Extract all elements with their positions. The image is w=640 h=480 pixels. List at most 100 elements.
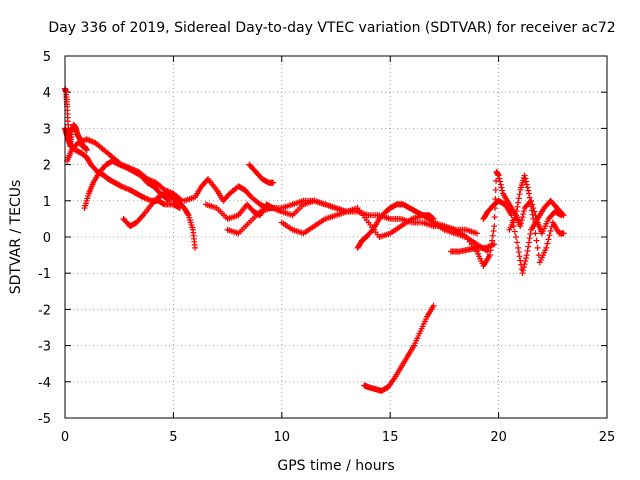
data-point [530, 215, 537, 222]
data-point [518, 220, 525, 227]
y-tick-label: 5 [43, 50, 51, 65]
data-point [499, 187, 506, 194]
data-point [518, 217, 525, 224]
data-point [487, 247, 494, 254]
y-tick-label: -2 [38, 303, 51, 318]
data-point [497, 178, 504, 185]
data-point [511, 228, 518, 235]
data-point [497, 181, 504, 188]
data-point [524, 247, 531, 254]
data-point [534, 244, 541, 251]
y-tick-label: 0 [43, 231, 51, 246]
y-tick-label: 1 [43, 195, 51, 210]
chart-title: Day 336 of 2019, Sidereal Day-to-day VTE… [48, 20, 615, 36]
data-point [527, 199, 534, 206]
data-point [430, 302, 437, 309]
data-point [368, 227, 375, 234]
plot-frame [64, 55, 608, 419]
data-point [524, 184, 531, 191]
data-point [512, 234, 519, 240]
data-point [184, 211, 191, 218]
data-point [515, 199, 522, 206]
data-point [519, 270, 526, 277]
data-point [525, 239, 532, 246]
data-point [486, 252, 493, 259]
data-point [527, 230, 534, 237]
data-point [522, 258, 529, 265]
data-point [83, 147, 90, 154]
data-point [489, 232, 496, 239]
data-point [520, 264, 527, 271]
data-point [515, 249, 522, 256]
data-point [523, 252, 530, 259]
data-point [498, 184, 505, 191]
data-point [525, 243, 532, 250]
data-point [520, 267, 527, 274]
data-point [521, 261, 528, 268]
data-point [544, 240, 551, 247]
data-point [532, 230, 539, 237]
grid-lines [65, 56, 607, 418]
x-tick-label: 15 [382, 430, 399, 445]
data-point [528, 203, 535, 210]
x-tick-label: 25 [599, 430, 616, 445]
data-point [546, 232, 553, 239]
data-point [523, 181, 530, 188]
x-tick-label: 5 [169, 430, 177, 445]
data-point [516, 191, 523, 198]
data-point [526, 235, 533, 242]
data-point [523, 255, 530, 262]
x-tick-label: 20 [490, 430, 507, 445]
data-point [560, 230, 567, 237]
y-tick-label: 4 [43, 86, 51, 101]
y-tick-label: 2 [43, 159, 51, 174]
data-point [520, 208, 527, 215]
data-point [490, 227, 497, 234]
x-tick-label: 10 [274, 430, 291, 445]
data-point [531, 223, 538, 230]
y-tick-label: -3 [38, 340, 51, 355]
data-point [525, 190, 532, 197]
data-point [533, 237, 540, 244]
data-point [517, 257, 524, 264]
data-point [495, 172, 502, 179]
data-point [529, 211, 536, 218]
data-point [175, 204, 182, 211]
data-point [528, 207, 535, 214]
data-point [525, 187, 532, 194]
y-tick-label: -4 [38, 376, 51, 391]
data-point [520, 211, 527, 218]
data-point [429, 215, 436, 222]
data-point [138, 213, 145, 220]
data-point [491, 214, 498, 221]
data-point [513, 208, 520, 215]
y-axis-title: SDTVAR / TECUs [8, 180, 24, 295]
data-points [62, 85, 567, 394]
data-point [543, 244, 550, 251]
data-point [192, 244, 199, 251]
data-point [514, 203, 521, 210]
data-point [516, 253, 523, 260]
data-point [545, 236, 552, 243]
data-point [515, 195, 522, 202]
data-point [559, 211, 566, 218]
data-point [491, 223, 498, 230]
data-point [493, 177, 500, 184]
data-point [512, 212, 519, 219]
y-tick-label: 3 [43, 122, 51, 137]
data-point [519, 214, 526, 221]
x-axis-title: GPS time / hours [277, 458, 394, 474]
data-point [489, 237, 496, 244]
data-point [521, 172, 528, 179]
data-point [517, 223, 524, 230]
data-point [547, 227, 554, 234]
data-point [492, 186, 499, 193]
data-point [473, 230, 480, 237]
data-point [491, 241, 498, 248]
y-tick-label: -5 [38, 412, 51, 427]
x-tick-label: 0 [61, 430, 69, 445]
data-point [522, 175, 529, 182]
data-point [528, 197, 535, 204]
data-point [484, 248, 491, 255]
